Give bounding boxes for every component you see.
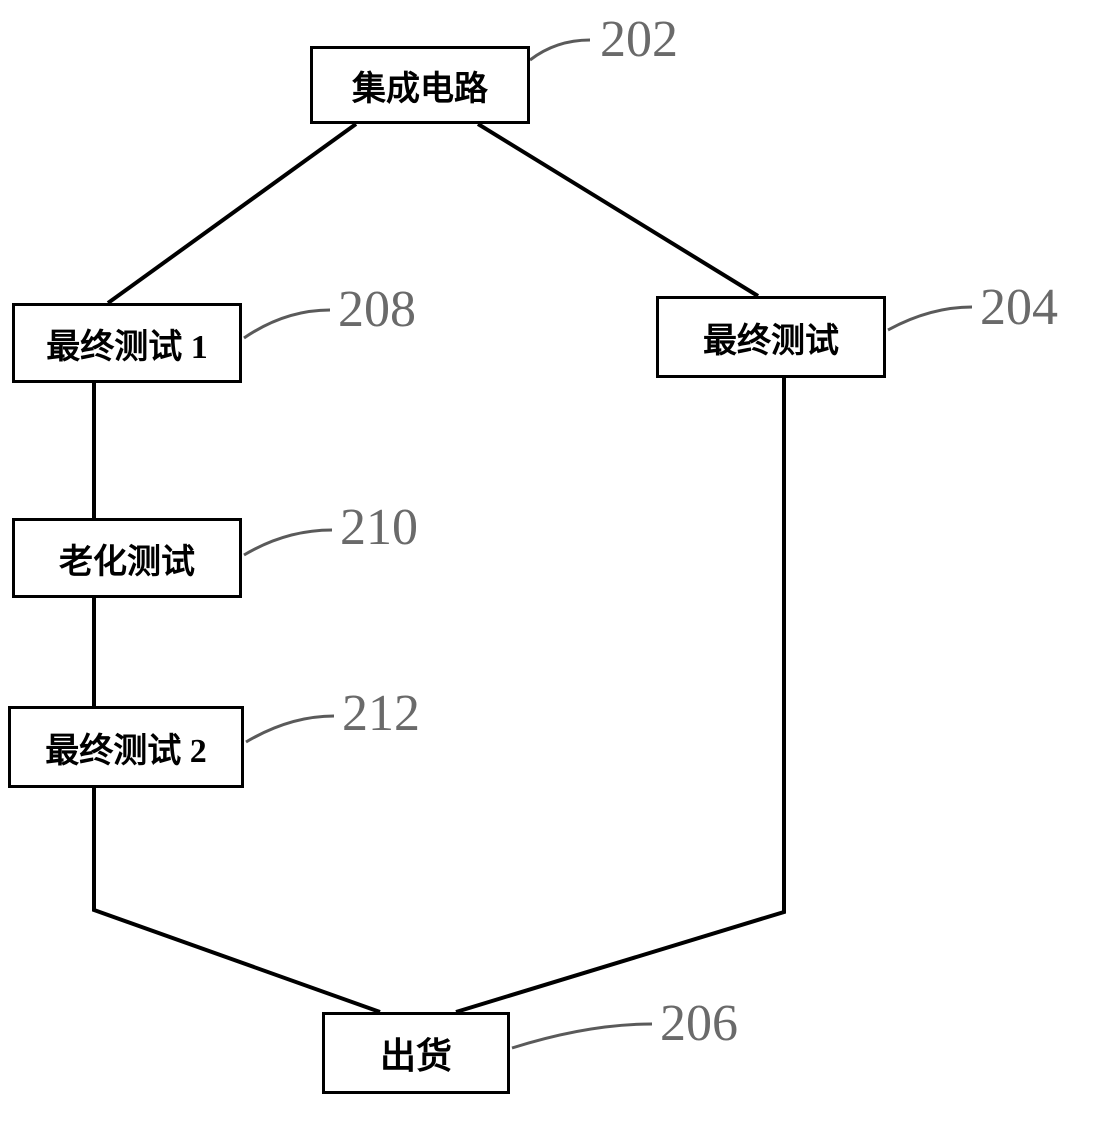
node-n204: 最终测试 [656, 296, 886, 378]
node-label: 老化测试 [59, 534, 195, 583]
ref-label-n202: 202 [600, 10, 678, 69]
node-n206: 出货 [322, 1012, 510, 1094]
node-n208: 最终测试 1 [12, 303, 242, 383]
edge [108, 124, 356, 303]
node-n202: 集成电路 [310, 46, 530, 124]
leader-line [244, 310, 330, 338]
leader-line [512, 1024, 652, 1048]
ref-label-n212: 212 [342, 684, 420, 743]
node-label: 最终测试 1 [46, 319, 208, 368]
leader-line [530, 40, 590, 60]
leader-line [246, 716, 334, 742]
leader-line [244, 530, 332, 555]
edge [94, 788, 380, 1012]
ref-label-n210: 210 [340, 498, 418, 557]
node-label: 最终测试 2 [45, 723, 207, 772]
ref-label-n208: 208 [338, 280, 416, 339]
node-label: 集成电路 [352, 61, 488, 110]
node-n210: 老化测试 [12, 518, 242, 598]
ref-label-n204: 204 [980, 278, 1058, 337]
leader-line [888, 307, 972, 330]
edge [456, 378, 784, 1012]
node-label: 出货 [380, 1027, 452, 1079]
ref-label-n206: 206 [660, 994, 738, 1053]
node-n212: 最终测试 2 [8, 706, 244, 788]
edge [478, 124, 758, 296]
node-label: 最终测试 [703, 313, 839, 362]
flowchart-canvas: 集成电路 202 最终测试 1 208 老化测试 210 最终测试 2 212 最终测试 204 出… [0, 0, 1118, 1121]
